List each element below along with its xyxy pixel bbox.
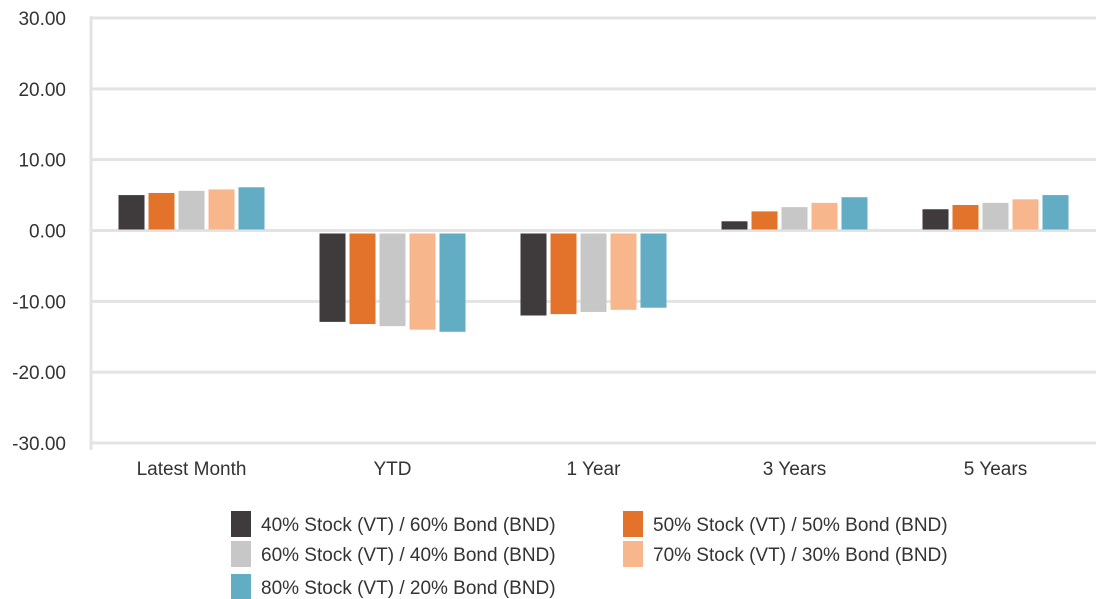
legend: 40% Stock (VT) / 60% Bond (BND) 50% Stock…: [231, 511, 948, 599]
y-tick-label: 30.00: [18, 9, 66, 30]
bar: [439, 233, 466, 332]
bar: [610, 233, 637, 310]
legend-item: 80% Stock (VT) / 20% Bond (BND): [231, 574, 556, 599]
bar: [751, 211, 778, 230]
y-tick-label: 20.00: [18, 80, 66, 101]
legend-swatch: [231, 574, 251, 599]
legend-label: 50% Stock (VT) / 50% Bond (BND): [653, 515, 948, 536]
legend-item: 50% Stock (VT) / 50% Bond (BND): [623, 511, 948, 537]
bar: [550, 233, 577, 315]
x-tick-label: 1 Year: [567, 459, 622, 480]
legend-swatch: [623, 511, 643, 537]
x-tick-label: 3 Years: [763, 459, 826, 480]
y-tick-label: -30.00: [12, 434, 66, 455]
x-tick-label: Latest Month: [137, 459, 247, 480]
bar: [208, 189, 235, 230]
y-tick-label: 10.00: [18, 151, 66, 172]
bar: [580, 233, 607, 312]
x-tick-label: YTD: [374, 459, 412, 480]
bar: [721, 221, 748, 230]
bar: [409, 233, 436, 330]
bar: [952, 205, 979, 230]
bar: [922, 209, 949, 230]
bar: [781, 207, 808, 230]
bars: [118, 187, 1069, 332]
bar: [811, 202, 838, 230]
legend-item: 60% Stock (VT) / 40% Bond (BND): [231, 541, 556, 567]
bar: [349, 233, 376, 324]
bar: [1012, 199, 1039, 230]
bar: [319, 233, 346, 322]
legend-swatch: [231, 511, 251, 537]
bar: [520, 233, 547, 316]
legend-swatch: [623, 541, 643, 567]
bar: [148, 192, 175, 230]
legend-item: 70% Stock (VT) / 30% Bond (BND): [623, 541, 948, 567]
legend-label: 80% Stock (VT) / 20% Bond (BND): [261, 578, 556, 599]
legend-label: 60% Stock (VT) / 40% Bond (BND): [261, 545, 556, 566]
bar: [118, 195, 145, 230]
bar: [640, 233, 667, 308]
bar: [178, 190, 205, 230]
bar: [841, 197, 868, 230]
bar: [982, 202, 1009, 230]
y-tick-label: -10.00: [12, 292, 66, 313]
bar: [1042, 195, 1069, 230]
gridlines: [89, 16, 1096, 450]
bar: [379, 233, 406, 327]
legend-item: 40% Stock (VT) / 60% Bond (BND): [231, 511, 556, 537]
y-axis: 30.00 20.00 10.00 0.00 -10.00 -20.00 -30.00: [12, 9, 66, 455]
y-tick-label: 0.00: [29, 222, 66, 243]
legend-swatch: [231, 541, 251, 567]
x-tick-label: 5 Years: [964, 459, 1027, 480]
legend-label: 70% Stock (VT) / 30% Bond (BND): [653, 545, 948, 566]
bar: [238, 187, 265, 230]
y-tick-label: -20.00: [12, 363, 66, 384]
x-axis: Latest Month YTD 1 Year 3 Years 5 Years: [137, 459, 1028, 480]
legend-label: 40% Stock (VT) / 60% Bond (BND): [261, 515, 556, 536]
